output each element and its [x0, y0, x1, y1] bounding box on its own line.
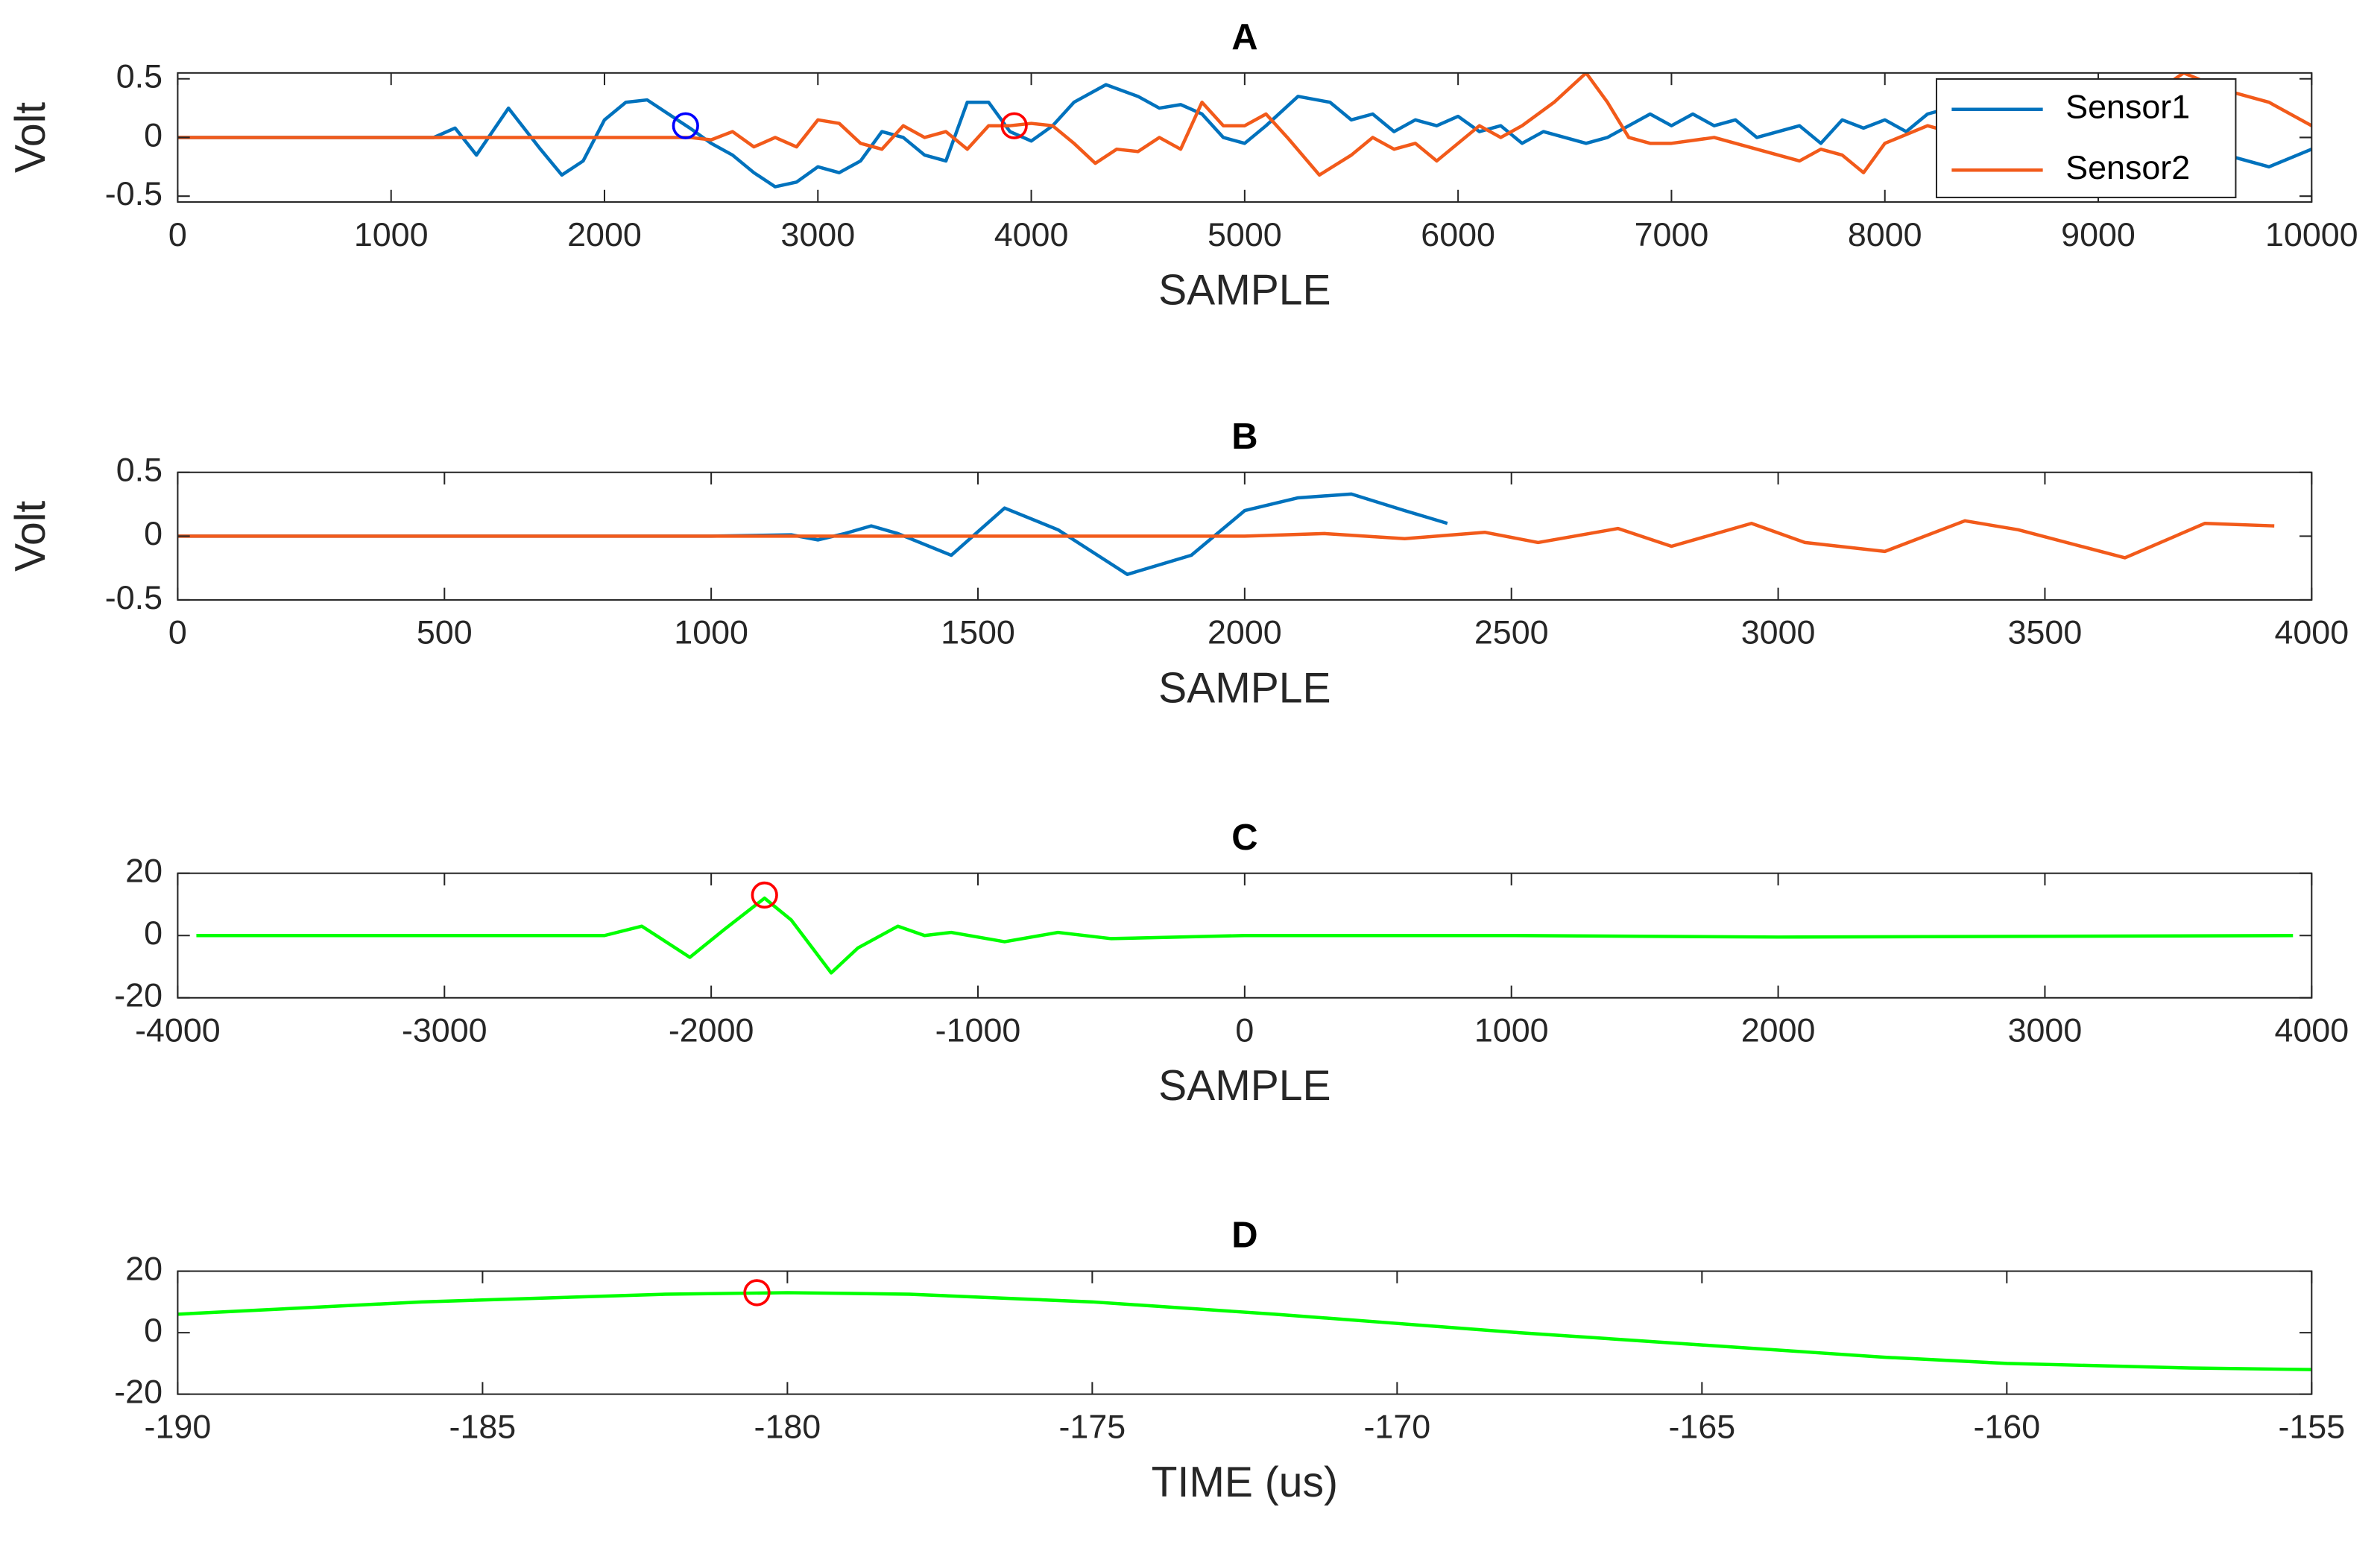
series-line: [177, 519, 2275, 560]
y-tick-label: -20: [114, 977, 162, 1014]
y-tick-label: 0: [144, 515, 162, 552]
x-tick-label: -190: [145, 1408, 212, 1445]
y-tick-label: 20: [125, 853, 162, 890]
x-axis-label: SAMPLE: [1158, 1062, 1331, 1110]
subplot-title: C: [1231, 818, 1257, 858]
x-tick-label: 0: [168, 614, 187, 651]
x-tick-label: 8000: [1848, 216, 1922, 253]
y-tick-label: -0.5: [105, 579, 162, 616]
x-tick-label: 3000: [1741, 614, 1816, 651]
plot: [177, 1291, 2312, 1371]
x-tick-label: 3500: [2008, 614, 2083, 651]
legend-box: [1935, 78, 2237, 198]
x-tick-label: 500: [417, 614, 473, 651]
legend: Sensor1 Sensor2: [1935, 78, 2237, 198]
x-tick-label: 1000: [1474, 1011, 1549, 1049]
y-tick-label: 0.5: [116, 452, 162, 489]
x-tick-label: 4000: [994, 216, 1069, 253]
x-tick-label: 4000: [2274, 614, 2349, 651]
series-line: [196, 896, 2294, 975]
y-tick-label: 0: [144, 1312, 162, 1349]
y-tick-label: -20: [114, 1373, 162, 1410]
x-tick-label: 9000: [2061, 216, 2136, 253]
x-tick-label: -4000: [135, 1011, 221, 1049]
x-tick-label: -1000: [935, 1011, 1021, 1049]
plot: [196, 896, 2294, 975]
subplot: 0 1000 2000 3000 4000 5000 6000 7000 8000 9000 100…: [7, 17, 2358, 314]
subplot-title: B: [1231, 417, 1257, 457]
y-tick-label: 0: [144, 914, 162, 952]
y-axis-label: Volt: [7, 501, 54, 572]
x-tick-label: 1000: [674, 614, 748, 651]
x-tick-label: 4000: [2274, 1011, 2349, 1049]
x-axis-label: SAMPLE: [1158, 664, 1331, 712]
x-tick-label: -180: [754, 1408, 821, 1445]
marker: [1000, 112, 1028, 139]
x-tick-label: 5000: [1208, 216, 1282, 253]
x-tick-label: 10000: [2265, 216, 2358, 253]
x-tick-label: -155: [2278, 1408, 2345, 1445]
y-axis-label: Volt: [7, 102, 54, 173]
marker: [672, 112, 699, 139]
legend-label: Sensor1: [2065, 89, 2190, 126]
x-tick-label: 3000: [780, 216, 855, 253]
marker: [751, 881, 778, 909]
x-tick-label: 1000: [354, 216, 429, 253]
series-line: [177, 1291, 2312, 1371]
plot: [177, 492, 2275, 576]
x-tick-label: 7000: [1635, 216, 1709, 253]
legend-label: Sensor2: [2065, 149, 2190, 186]
x-tick-label: -160: [1973, 1408, 2040, 1445]
marker: [743, 1279, 771, 1307]
subplot: 0 500 1000 1500 2000 2500 3000 3500 4000-0.500.5…: [7, 417, 2349, 712]
x-tick-label: -3000: [402, 1011, 487, 1049]
x-axis-label: TIME (us): [1152, 1459, 1338, 1506]
y-tick-label: 20: [125, 1250, 162, 1287]
y-tick-label: -0.5: [105, 175, 162, 212]
x-tick-label: 1500: [941, 614, 1015, 651]
x-tick-label: -165: [1668, 1408, 1735, 1445]
subplot-title: A: [1231, 17, 1257, 57]
subplot: -4000 -3000 -2000 -1000 0 1000 2000 3000 4000 -20…: [114, 818, 2349, 1110]
x-tick-label: 3000: [2008, 1011, 2083, 1049]
plot: [177, 72, 2312, 189]
x-tick-label: -170: [1363, 1408, 1430, 1445]
x-tick-label: 2500: [1474, 614, 1549, 651]
subplot-title: D: [1231, 1216, 1257, 1256]
y-tick-label: 0.5: [116, 58, 162, 95]
x-tick-label: 2000: [1741, 1011, 1816, 1049]
y-tick-label: 0: [144, 116, 162, 154]
x-tick-label: 2000: [1208, 614, 1282, 651]
x-tick-label: -185: [449, 1408, 517, 1445]
x-tick-label: -2000: [669, 1011, 754, 1049]
x-tick-label: 2000: [567, 216, 642, 253]
x-tick-label: 6000: [1421, 216, 1495, 253]
x-tick-label: 0: [168, 216, 187, 253]
x-axis-label: SAMPLE: [1158, 266, 1331, 314]
series-line: [177, 492, 1448, 576]
x-tick-label: -175: [1059, 1408, 1126, 1445]
subplot: -190 -185 -180 -175 -170 -165 -160 -155 -20 0 20 D T…: [114, 1216, 2345, 1506]
plot-area: [177, 1271, 2312, 1394]
series-line: [177, 72, 2312, 177]
x-tick-label: 0: [1235, 1011, 1254, 1049]
